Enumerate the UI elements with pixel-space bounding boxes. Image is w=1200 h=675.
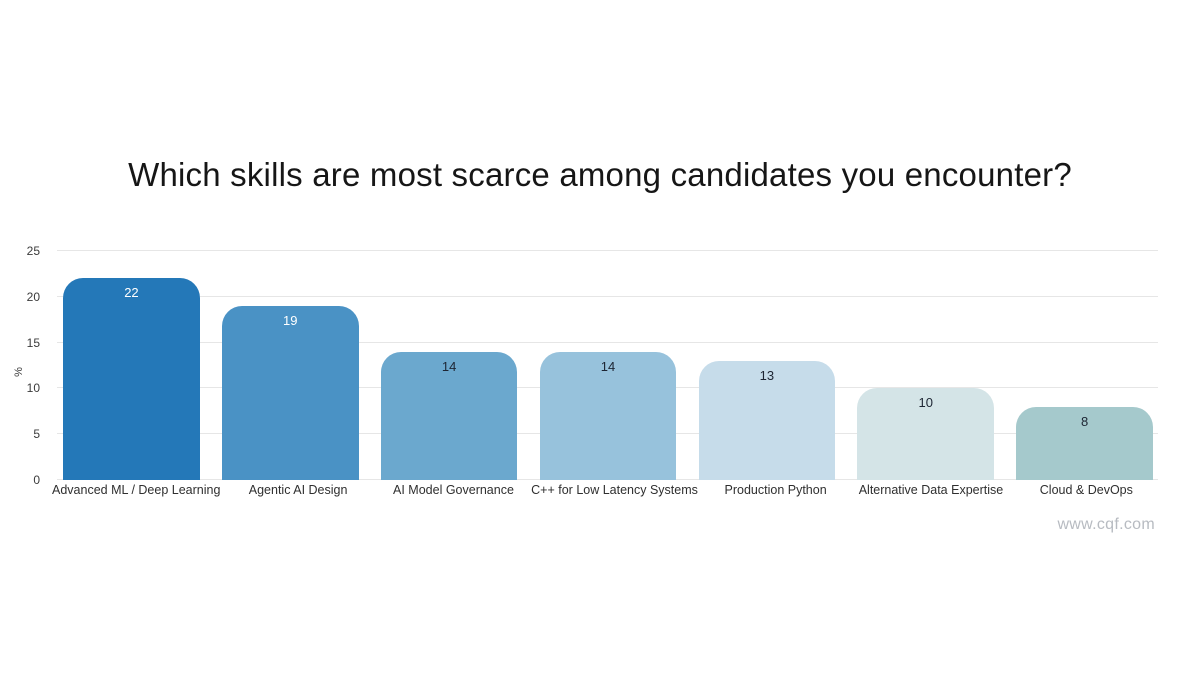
gridline-25	[57, 250, 1158, 251]
bar-alternative-data-expertise: 10	[857, 388, 995, 480]
y-axis-tick-label: 25	[26, 244, 40, 258]
bars-container: 22 19 14 14 13 10 8	[52, 251, 1164, 480]
bar-c-for-low-latency-systems: 14	[539, 351, 677, 480]
x-axis-label-alternative-data-expertise: Alternative Data Expertise	[858, 483, 1004, 497]
bar-slot: 8	[1005, 251, 1164, 480]
watermark-text: www.cqf.com	[1057, 516, 1155, 533]
gridline-20	[57, 295, 1158, 297]
bar-chart: 0 5 10 15 20 25 % 22 19 14 14 13 10 8 Advanced ML /…	[0, 240, 1200, 510]
bar-slot: 10	[846, 251, 1005, 480]
bar-cloud-devops: 8	[1016, 406, 1153, 480]
x-axis-label-advanced-ml-deep-learning: Advanced ML / Deep Learning	[52, 483, 221, 497]
bar-slot: 13	[687, 251, 846, 480]
bar-value-label: 22	[124, 285, 139, 301]
bar-slot: 14	[529, 251, 688, 480]
x-axis-label-ai-model-governance: AI Model Governance	[393, 483, 514, 497]
plot-area: 22 19 14 14 13 10 8	[52, 250, 1164, 480]
x-axis-label-cloud-devops: Cloud & DevOps	[1039, 483, 1133, 497]
x-axis-label-production-python: Production Python	[724, 483, 827, 497]
chart-title: Which skills are most scarce among candi…	[128, 156, 1072, 193]
bar-value-label: 14	[600, 358, 616, 374]
y-axis: 0 5 10 15 20 25	[0, 244, 46, 487]
y-axis-tick-label: 20	[26, 289, 40, 304]
bar-value-label: 19	[283, 312, 298, 328]
bar-ai-model-governance: 14	[380, 351, 518, 480]
y-axis-tick-label: 10	[26, 381, 40, 396]
y-axis-tick-label: 15	[26, 335, 40, 350]
bar-production-python: 13	[698, 360, 836, 480]
gridline-15	[57, 341, 1158, 343]
bar-value-label: 14	[441, 358, 457, 374]
bar-value-label: 8	[1080, 413, 1089, 429]
bar-value-label: 13	[759, 367, 775, 383]
bar-slot: 14	[370, 251, 529, 480]
x-axis-label-c-for-low-latency-systems: C++ for Low Latency Systems	[531, 483, 698, 497]
y-axis-tick-label: 0	[33, 473, 40, 487]
bar-advanced-ml-deep-learning: 22	[63, 278, 200, 480]
y-axis-title: %	[12, 367, 25, 377]
bar-slot: 22	[52, 251, 211, 480]
bar-agentic-ai-design: 19	[221, 305, 359, 480]
bar-value-label: 10	[918, 395, 933, 411]
bar-slot: 19	[211, 251, 370, 480]
y-axis-tick-label: 5	[33, 427, 40, 442]
x-axis-labels: Advanced ML / Deep Learning Agentic AI De…	[52, 483, 1164, 497]
x-axis-label-agentic-ai-design: Agentic AI Design	[248, 483, 348, 497]
